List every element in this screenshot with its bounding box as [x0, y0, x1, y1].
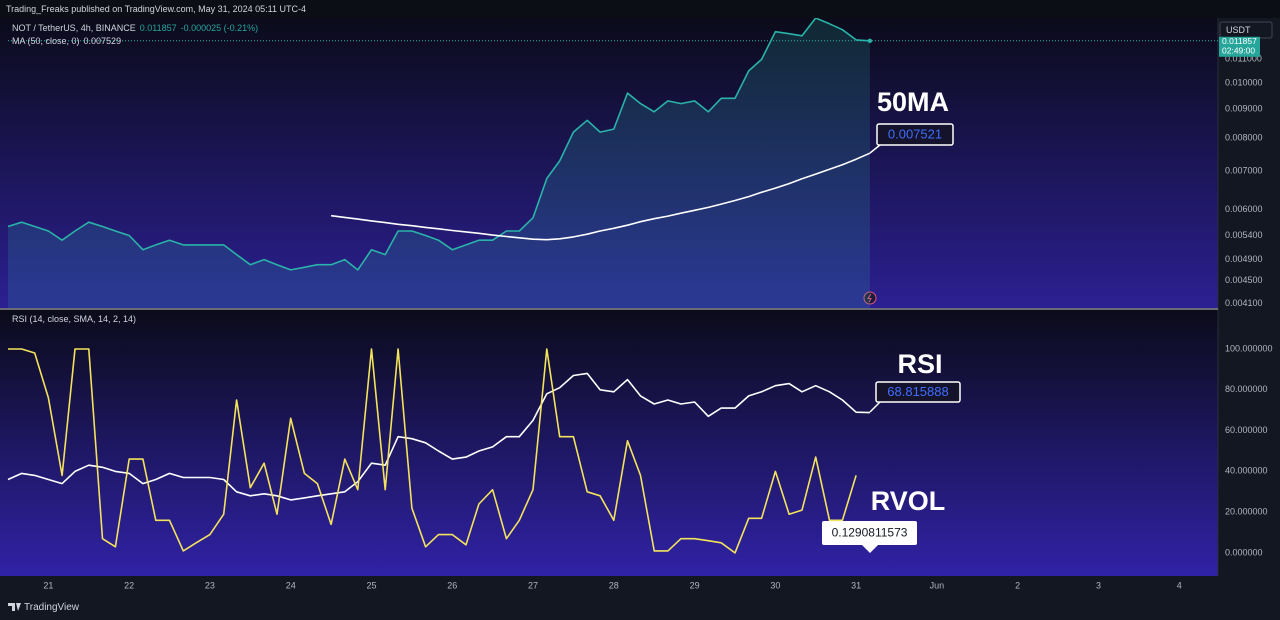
y-tick-label: 0.011000 — [1225, 54, 1262, 64]
y-tick-label: 0.000000 — [1225, 547, 1263, 557]
plot — [7, 348, 870, 554]
y-tick-label: 0.006000 — [1225, 204, 1263, 214]
symbol: NOT / TetherUS, 4h, BINANCE — [12, 23, 136, 33]
x-tick-label: 4 — [1177, 580, 1182, 590]
indicator-legend: RSI (14, close, SMA, 14, 2, 14) — [12, 313, 140, 325]
y-tick-label: 40.000000 — [1225, 466, 1268, 476]
price-axis — [1218, 18, 1280, 576]
y-tick-label: 0.009000 — [1225, 103, 1263, 113]
y-tick-label: 100.000000 — [1225, 343, 1273, 353]
price-box-countdown: 02:49:00 — [1222, 46, 1255, 56]
x-tick-label: 22 — [124, 580, 134, 590]
x-tick-label: 25 — [366, 580, 376, 590]
x-tick-label: 21 — [43, 580, 53, 590]
y-tick-label: 0.008000 — [1225, 133, 1263, 143]
y-tick-label: 0.004100 — [1225, 298, 1263, 308]
price-change: -0.000025 (-0.21%) — [180, 23, 259, 33]
line — [7, 18, 870, 271]
y-tick-label: 0.010000 — [1225, 77, 1263, 87]
callout-value: 0.007521 — [888, 126, 942, 141]
annotation: 50MA — [877, 87, 949, 117]
y-tick-label: 0.007000 — [1225, 166, 1263, 176]
brand: TradingView — [24, 602, 80, 613]
brand-logo — [8, 603, 21, 611]
x-tick-label: 30 — [770, 580, 780, 590]
callout-box — [875, 381, 961, 403]
line — [8, 348, 857, 554]
x-tick-label: 2 — [1015, 580, 1020, 590]
currency-label: USDT — [1226, 25, 1251, 35]
indicator-name: RSI (14, close, SMA, 14, 2, 14) — [12, 314, 137, 324]
event-icon-bolt — [867, 293, 872, 303]
line — [331, 152, 871, 241]
callout-connector — [869, 401, 881, 413]
callout-box — [876, 123, 954, 146]
price-box — [1219, 36, 1260, 57]
last-point — [867, 38, 873, 43]
plot — [7, 18, 871, 308]
price-pane — [0, 18, 1218, 308]
ma-value: 0.007529 — [83, 36, 122, 46]
callout-connector — [869, 144, 881, 154]
indicator-pane — [0, 310, 1218, 576]
top-strip — [0, 0, 1280, 18]
y-tick-label: 60.000000 — [1225, 425, 1268, 435]
y-tick-label: 80.000000 — [1225, 384, 1268, 394]
x-tick-label: 23 — [205, 580, 215, 590]
area — [8, 18, 870, 308]
callout-value: 0.1290811573 — [832, 526, 908, 540]
y-tick-label: 0.004500 — [1225, 275, 1263, 285]
publisher: Trading_Freaks published on TradingView.… — [6, 4, 306, 14]
x-tick-label: 31 — [851, 580, 861, 590]
x-tick-label: 3 — [1096, 580, 1101, 590]
callout-pointer — [862, 545, 878, 553]
annotation: RSI — [897, 349, 942, 379]
x-tick-label: 26 — [447, 580, 457, 590]
time-axis — [0, 576, 1280, 596]
ma-legend: MA (50, close, 0) 0.007529 — [12, 35, 125, 47]
y-tick-label: 20.000000 — [1225, 507, 1268, 517]
x-tick-label: 24 — [286, 580, 296, 590]
ma-name: MA (50, close, 0) — [12, 36, 80, 46]
last-price: 0.011857 — [139, 23, 177, 33]
x-tick-label: 27 — [528, 580, 538, 590]
line — [7, 372, 870, 501]
x-tick-label: 28 — [609, 580, 619, 590]
annotation: RVOL — [871, 486, 946, 516]
price-box-value: 0.011857 — [1222, 36, 1257, 46]
callout-box — [822, 521, 917, 545]
callout-value: 68.815888 — [887, 384, 948, 399]
x-tick-label: 29 — [690, 580, 700, 590]
y-tick-label: 0.004900 — [1225, 254, 1263, 264]
y-tick-label: 0.005400 — [1225, 230, 1263, 240]
x-tick-label: Jun — [930, 580, 945, 590]
symbol-legend: NOT / TetherUS, 4h, BINANCE 0.011857 -0.00… — [12, 22, 262, 34]
